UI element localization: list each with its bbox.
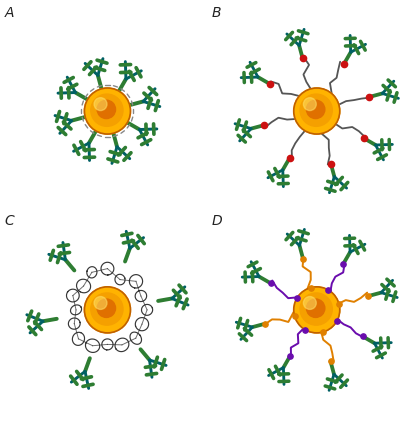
Circle shape bbox=[102, 304, 109, 311]
Circle shape bbox=[298, 291, 335, 328]
Circle shape bbox=[91, 94, 123, 126]
Circle shape bbox=[303, 98, 316, 110]
Circle shape bbox=[103, 305, 108, 310]
Circle shape bbox=[312, 105, 319, 112]
Text: C: C bbox=[5, 214, 15, 228]
Circle shape bbox=[102, 105, 109, 112]
Circle shape bbox=[93, 295, 121, 323]
Circle shape bbox=[95, 98, 118, 121]
Circle shape bbox=[105, 107, 107, 110]
Circle shape bbox=[87, 289, 128, 330]
Circle shape bbox=[84, 287, 131, 333]
Circle shape bbox=[301, 95, 331, 125]
Circle shape bbox=[89, 291, 126, 328]
Text: A: A bbox=[5, 6, 14, 20]
Circle shape bbox=[84, 88, 131, 134]
Text: D: D bbox=[212, 214, 223, 228]
Circle shape bbox=[298, 92, 335, 129]
Circle shape bbox=[93, 96, 121, 124]
Circle shape bbox=[300, 94, 332, 126]
Circle shape bbox=[296, 90, 337, 132]
Circle shape bbox=[309, 301, 323, 315]
Circle shape bbox=[302, 295, 330, 323]
Circle shape bbox=[304, 98, 327, 121]
Circle shape bbox=[96, 99, 117, 120]
Circle shape bbox=[94, 297, 107, 309]
Circle shape bbox=[98, 300, 114, 316]
Circle shape bbox=[307, 300, 323, 316]
Circle shape bbox=[103, 106, 108, 111]
Circle shape bbox=[305, 298, 326, 319]
Circle shape bbox=[98, 101, 114, 117]
Circle shape bbox=[95, 297, 118, 320]
Circle shape bbox=[307, 101, 323, 117]
Circle shape bbox=[314, 306, 316, 308]
Circle shape bbox=[303, 97, 328, 122]
Circle shape bbox=[91, 293, 123, 325]
Circle shape bbox=[313, 106, 318, 111]
Circle shape bbox=[101, 104, 110, 113]
Circle shape bbox=[96, 298, 117, 319]
Circle shape bbox=[97, 100, 116, 118]
Circle shape bbox=[296, 289, 337, 330]
Circle shape bbox=[87, 90, 128, 132]
Circle shape bbox=[90, 292, 124, 327]
Circle shape bbox=[299, 292, 333, 327]
Circle shape bbox=[311, 303, 320, 312]
Circle shape bbox=[295, 288, 339, 332]
Circle shape bbox=[294, 88, 340, 134]
Circle shape bbox=[88, 290, 127, 329]
Circle shape bbox=[89, 92, 126, 129]
Circle shape bbox=[313, 305, 318, 310]
Circle shape bbox=[297, 91, 336, 130]
Circle shape bbox=[294, 287, 340, 333]
Circle shape bbox=[94, 98, 107, 110]
Circle shape bbox=[86, 89, 129, 133]
Circle shape bbox=[100, 103, 112, 115]
Circle shape bbox=[300, 293, 332, 325]
Circle shape bbox=[297, 290, 336, 329]
Circle shape bbox=[99, 301, 113, 315]
Circle shape bbox=[94, 97, 119, 122]
Circle shape bbox=[309, 102, 323, 116]
Circle shape bbox=[92, 95, 122, 125]
Circle shape bbox=[100, 302, 112, 313]
Circle shape bbox=[90, 93, 124, 128]
Circle shape bbox=[295, 89, 339, 133]
Circle shape bbox=[88, 91, 127, 130]
Circle shape bbox=[92, 294, 122, 324]
Circle shape bbox=[314, 107, 316, 110]
Circle shape bbox=[101, 303, 110, 312]
Circle shape bbox=[310, 103, 321, 115]
Circle shape bbox=[304, 297, 327, 320]
Circle shape bbox=[97, 299, 116, 317]
Circle shape bbox=[299, 93, 333, 128]
Circle shape bbox=[303, 296, 328, 321]
Circle shape bbox=[311, 104, 320, 113]
Circle shape bbox=[307, 100, 325, 118]
Circle shape bbox=[307, 299, 325, 317]
Circle shape bbox=[105, 306, 107, 308]
Circle shape bbox=[303, 297, 316, 309]
Circle shape bbox=[312, 304, 319, 311]
Circle shape bbox=[302, 96, 330, 124]
Circle shape bbox=[305, 99, 326, 120]
Circle shape bbox=[301, 294, 331, 324]
Text: B: B bbox=[212, 6, 222, 20]
Circle shape bbox=[86, 288, 129, 332]
Circle shape bbox=[99, 102, 113, 116]
Circle shape bbox=[310, 302, 321, 313]
Circle shape bbox=[94, 296, 119, 321]
